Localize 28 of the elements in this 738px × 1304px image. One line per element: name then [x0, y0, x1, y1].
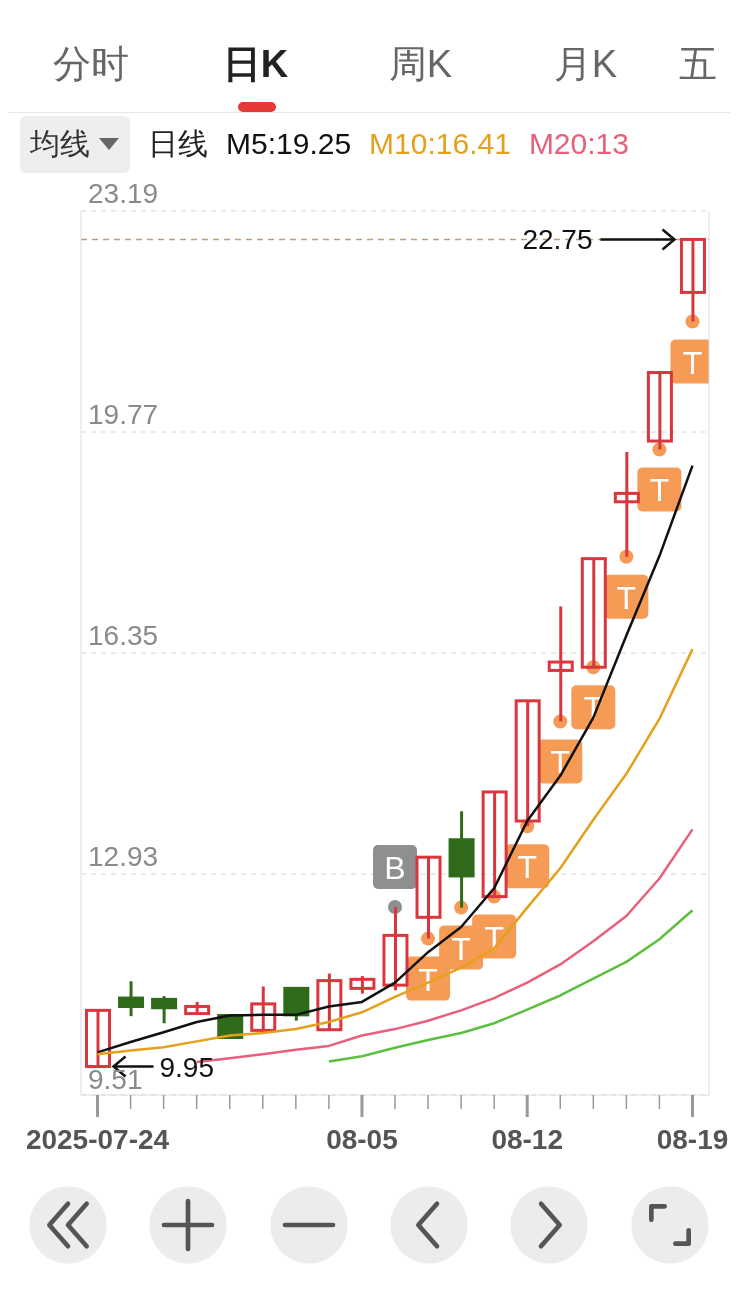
- text: M5:19.25: [226, 127, 352, 161]
- text: 周K: [387, 42, 454, 87]
- x-tick-label: 08-12: [491, 1124, 564, 1155]
- y-tick-label: 12.93: [88, 841, 159, 872]
- y-tick-label: 9.51: [88, 1064, 143, 1095]
- text: 均线: [20, 115, 130, 173]
- y-tick-label: 19.77: [88, 399, 159, 430]
- y-tick-label: 23.19: [88, 178, 159, 209]
- legend-title: 日线: [148, 125, 208, 162]
- text: 月K: [552, 42, 619, 87]
- data-label: T: [649, 472, 670, 509]
- data-label: T: [517, 849, 537, 886]
- annotation: 22.75: [522, 224, 593, 256]
- y-tick-label: 16.35: [88, 620, 159, 651]
- x-tick-label: 2025-07-24: [25, 1124, 170, 1155]
- data-label: B: [384, 849, 406, 886]
- x-tick-label: 08-19: [656, 1124, 729, 1155]
- text: 日K: [221, 42, 290, 87]
- x-tick-label: 08-05: [326, 1124, 398, 1155]
- text: 分时: [51, 42, 130, 87]
- data-label: T: [451, 930, 471, 967]
- data-label: T: [682, 344, 703, 381]
- data-label: T: [616, 579, 637, 616]
- text: M20:13: [528, 127, 629, 161]
- text: M10:16.41: [369, 127, 511, 161]
- annotation: 9.95: [159, 1051, 215, 1083]
- text: 五: [678, 42, 718, 87]
- data-label: T: [418, 961, 438, 998]
